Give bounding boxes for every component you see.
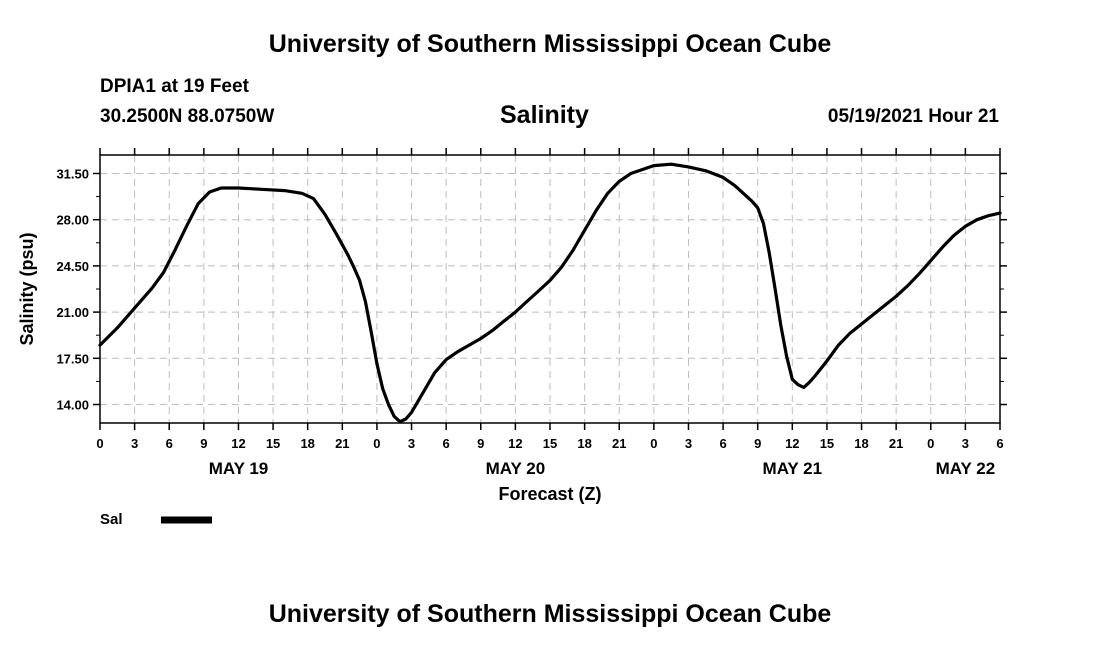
y-tick-label: 17.50 — [56, 351, 89, 366]
coordinates-label: 30.2500N 88.0750W — [100, 106, 275, 127]
chart-title-bottom: University of Southern Mississippi Ocean… — [268, 600, 832, 628]
x-tick-label: 0 — [927, 436, 934, 451]
legend: Sal — [100, 511, 212, 528]
x-tick-label: 0 — [373, 436, 380, 451]
salinity-series-line — [98, 162, 1002, 424]
x-tick-label: 3 — [962, 436, 969, 451]
x-tick-label: 15 — [543, 436, 557, 451]
date-label: MAY 21 — [763, 459, 823, 478]
x-tick-label: 12 — [785, 436, 799, 451]
y-tick-label: 24.50 — [56, 259, 89, 274]
series-layer — [98, 162, 1002, 424]
x-tick-label: 6 — [443, 436, 450, 451]
x-tick-label: 9 — [477, 436, 484, 451]
x-tick-label: 6 — [719, 436, 726, 451]
y-axis-title: Salinity (psu) — [17, 232, 37, 345]
x-tick-label: 3 — [131, 436, 138, 451]
x-tick-label: 3 — [685, 436, 692, 451]
x-tick-label: 9 — [754, 436, 761, 451]
y-tick-label: 21.00 — [56, 305, 89, 320]
x-tick-label: 15 — [266, 436, 280, 451]
x-tick-label: 21 — [335, 436, 349, 451]
x-tick-label: 21 — [889, 436, 903, 451]
variable-title: Salinity — [500, 101, 589, 129]
y-tick-label: 14.00 — [56, 398, 89, 413]
x-tick-label: 9 — [200, 436, 207, 451]
x-tick-label: 15 — [820, 436, 834, 451]
legend-label: Sal — [100, 511, 123, 528]
x-tick-label: 0 — [96, 436, 103, 451]
x-tick-label: 18 — [300, 436, 314, 451]
x-tick-label: 3 — [408, 436, 415, 451]
chart-title-top: University of Southern Mississippi Ocean… — [268, 30, 832, 58]
x-tick-label: 6 — [166, 436, 173, 451]
date-label: MAY 22 — [936, 459, 996, 478]
x-axis-title: Forecast (Z) — [498, 484, 601, 504]
x-tick-label: 12 — [231, 436, 245, 451]
axis-labels: 14.00 17.50 21.00 24.50 28.00 31.50 0 3 6 9 12 15 18… — [56, 166, 1003, 478]
x-tick-label: 21 — [612, 436, 626, 451]
axis-ticks — [93, 148, 1007, 430]
x-tick-label: 12 — [508, 436, 522, 451]
x-tick-label: 18 — [854, 436, 868, 451]
date-label: MAY 19 — [209, 459, 269, 478]
x-tick-label: 0 — [650, 436, 657, 451]
date-label: MAY 20 — [486, 459, 546, 478]
forecast-datetime: 05/19/2021 Hour 21 — [827, 106, 999, 127]
y-tick-label: 31.50 — [56, 166, 89, 181]
x-tick-label: 18 — [577, 436, 591, 451]
x-tick-label: 6 — [996, 436, 1003, 451]
grid — [100, 155, 1000, 423]
station-label: DPIA1 at 19 Feet — [100, 76, 249, 97]
y-tick-label: 28.00 — [56, 213, 89, 228]
